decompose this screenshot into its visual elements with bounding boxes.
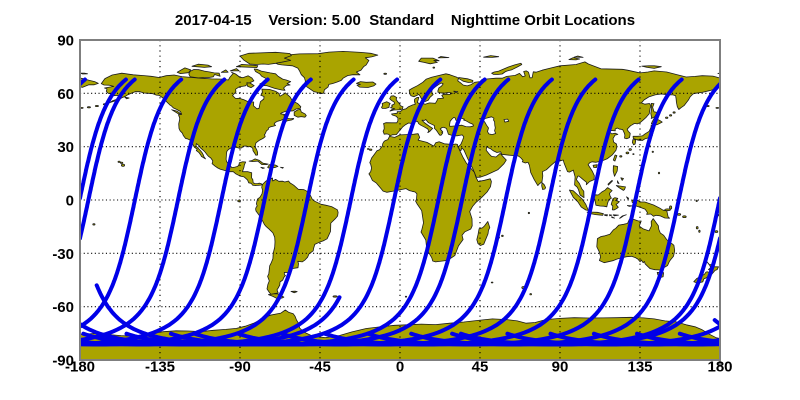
svg-text:-180: -180 [65,359,95,376]
svg-text:-60: -60 [52,299,74,316]
svg-text:30: 30 [57,139,74,156]
svg-text:-30: -30 [52,246,74,263]
svg-text:0: 0 [66,193,74,210]
svg-text:-90: -90 [52,353,74,370]
svg-text:-45: -45 [309,359,331,376]
svg-text:0: 0 [396,359,404,376]
svg-text:135: 135 [627,359,652,376]
svg-text:60: 60 [57,86,74,103]
svg-text:2017-04-15 Version: 5.00 S: 2017-04-15 Version: 5.00 Standard Nightt… [175,12,635,29]
svg-text:90: 90 [57,33,74,50]
svg-text:180: 180 [707,359,732,376]
svg-text:45: 45 [472,359,489,376]
svg-text:-135: -135 [145,359,175,376]
svg-text:90: 90 [552,359,569,376]
svg-text:-90: -90 [229,359,251,376]
